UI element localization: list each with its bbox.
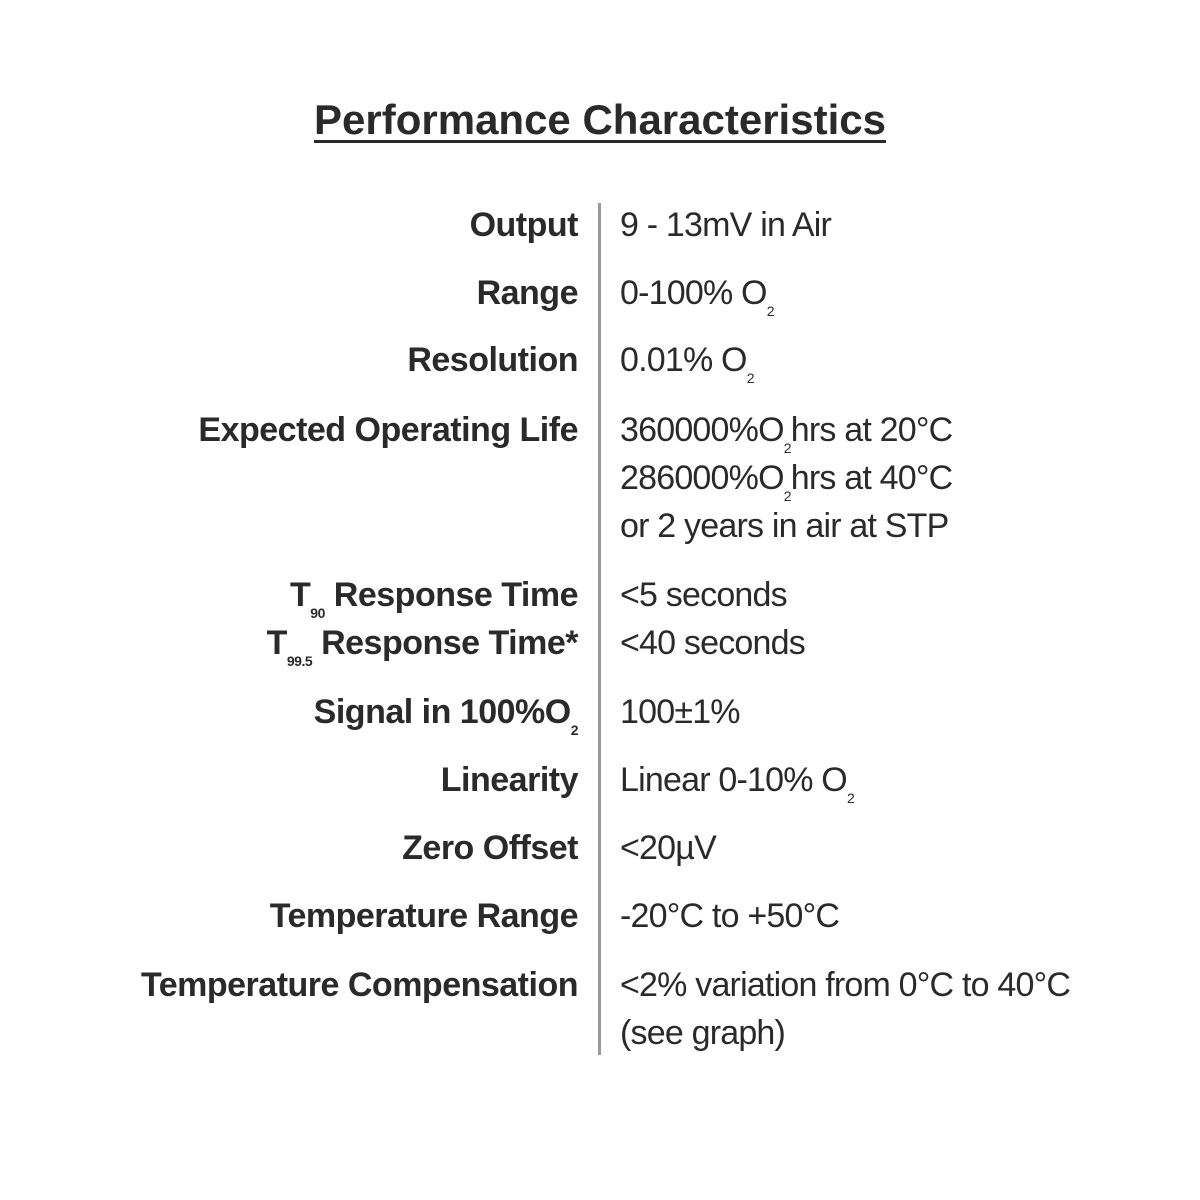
spec-value: Linear 0-10% O2: [620, 756, 855, 806]
value-text: <2% variation from 0°C to 40°C: [620, 966, 1071, 1004]
spec-value: -20°C to +50°C: [620, 892, 840, 940]
value-line: <5 seconds: [620, 571, 788, 619]
spec-value: <40 seconds: [620, 619, 806, 667]
value-text-sub: 2: [846, 790, 855, 806]
label-text: T: [290, 576, 311, 614]
value-line: 100±1%: [620, 688, 741, 736]
label-text: Temperature Range: [269, 897, 579, 935]
spec-label: Linearity: [440, 756, 579, 804]
value-text: hrs at 20°C: [790, 411, 953, 449]
value-text: <5 seconds: [620, 576, 788, 614]
label-text: Output: [469, 206, 579, 244]
value-text-sub: 2: [783, 440, 792, 456]
spec-value: 9 - 13mV in Air: [620, 201, 832, 249]
value-text-sub: 2: [766, 303, 775, 319]
spec-value: 360000%O2hrs at 20°C 286000%O2hrs at 40°C…: [620, 406, 953, 550]
value-text: (see graph): [620, 1014, 786, 1052]
spec-label: Temperature Range: [269, 892, 579, 940]
value-line: (see graph): [620, 1009, 1070, 1057]
value-line: 360000%O2hrs at 20°C: [620, 406, 953, 456]
spec-value: <2% variation from 0°C to 40°C (see graph…: [620, 961, 1071, 1057]
label-text: Zero Offset: [402, 829, 578, 867]
spec-value: 100±1%: [620, 688, 741, 736]
value-line: -20°C to +50°C: [620, 892, 840, 940]
spec-value: <20µV: [620, 824, 717, 872]
label-text: Expected Operating Life: [198, 411, 578, 449]
spec-label: Expected Operating Life: [198, 406, 578, 454]
spec-label: Output: [469, 201, 579, 249]
spec-label: T99.5 Response Time*: [266, 619, 579, 669]
value-text: or 2 years in air at STP: [620, 507, 949, 545]
label-text: Temperature Compensation: [140, 966, 579, 1004]
label-text: Response Time*: [312, 624, 578, 662]
label-text: Range: [476, 274, 579, 312]
title: Performance Characteristics: [314, 96, 886, 143]
label-text: Signal in 100%O: [313, 693, 572, 731]
label-text: Response Time: [324, 576, 579, 614]
spec-label: Temperature Compensation: [140, 961, 579, 1009]
value-text: 0.01% O: [620, 341, 748, 379]
value-line: <20µV: [620, 824, 717, 872]
value-line: 0.01% O2: [620, 336, 755, 386]
value-text-sub: 2: [746, 370, 755, 386]
spec-label: T90 Response Time: [290, 571, 579, 621]
value-text: 0-100% O: [620, 274, 767, 312]
label-text: Resolution: [407, 341, 578, 379]
value-text-sub: 2: [783, 488, 792, 504]
spec-value: <5 seconds: [620, 571, 788, 619]
value-line: <2% variation from 0°C to 40°C: [620, 961, 1071, 1009]
value-text: <40 seconds: [620, 624, 806, 662]
label-text: Linearity: [440, 761, 579, 799]
label-text: T: [266, 624, 288, 662]
divider: [598, 203, 601, 1055]
label-text-sub: 99.5: [286, 653, 313, 669]
value-line: Linear 0-10% O2: [620, 756, 855, 806]
label-text-sub: 90: [310, 605, 325, 621]
value-line: 286000%O2hrs at 40°C: [620, 454, 953, 504]
value-text: -20°C to +50°C: [620, 897, 840, 935]
label-text-sub: 2: [570, 722, 579, 738]
value-text: Linear 0-10% O: [620, 761, 848, 799]
spec-label: Resolution: [407, 336, 578, 384]
spec-label: Range: [476, 269, 579, 317]
spec-label: Signal in 100%O2: [313, 688, 579, 738]
spec-label: Zero Offset: [402, 824, 578, 872]
value-line: <40 seconds: [620, 619, 806, 667]
value-text: 360000%O: [620, 411, 785, 449]
value-text: <20µV: [620, 829, 717, 867]
value-line: or 2 years in air at STP: [620, 502, 952, 550]
spec-value: 0-100% O2: [620, 269, 775, 319]
value-text: hrs at 40°C: [790, 459, 953, 497]
value-text: 9 - 13mV in Air: [620, 206, 832, 244]
spec-value: 0.01% O2: [620, 336, 755, 386]
value-line: 9 - 13mV in Air: [620, 201, 832, 249]
value-line: 0-100% O2: [620, 269, 775, 319]
value-text: 286000%O: [620, 459, 785, 497]
value-text: 100±1%: [620, 693, 741, 731]
